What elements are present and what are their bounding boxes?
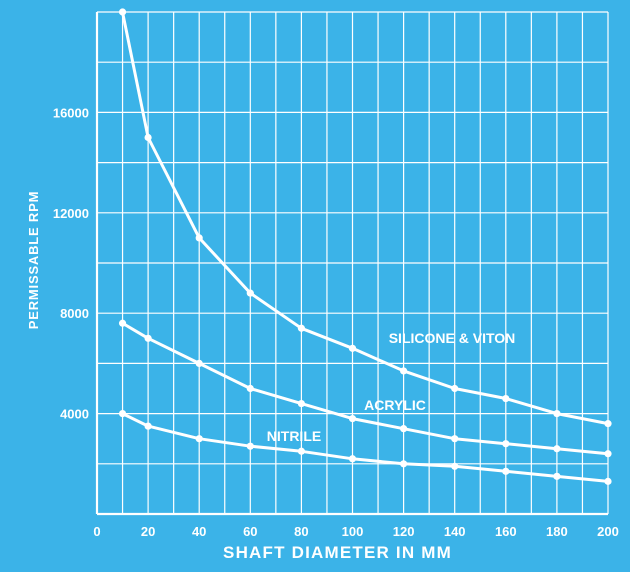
data-point: [400, 460, 408, 468]
data-point: [195, 234, 203, 242]
data-point: [451, 384, 459, 393]
data-point: [246, 442, 254, 450]
x-tick-label: 120: [393, 524, 415, 539]
data-point: [502, 440, 510, 448]
x-tick-label: 100: [342, 524, 364, 539]
data-point: [604, 477, 612, 485]
data-points: [118, 8, 612, 485]
data-point: [451, 435, 459, 443]
data-point: [604, 420, 612, 428]
x-tick-label: 180: [546, 524, 568, 539]
data-point: [502, 467, 510, 475]
grid: [97, 11, 609, 514]
x-tick-label: 80: [294, 524, 308, 539]
y-tick-label: 4000: [60, 407, 89, 422]
series-line: [121, 321, 610, 456]
data-point: [118, 8, 127, 16]
y-axis-title: PERMISSABLE RPM: [26, 191, 41, 329]
data-point: [553, 410, 561, 418]
y-tick-label: 16000: [53, 105, 89, 120]
data-point: [348, 455, 357, 463]
data-point: [297, 447, 305, 455]
data-point: [118, 410, 127, 418]
x-tick-label: 160: [495, 524, 517, 539]
data-point: [144, 334, 152, 342]
data-point: [297, 399, 305, 408]
x-axis-title: SHAFT DIAMETER IN MM: [223, 543, 452, 562]
x-tick-label: 0: [93, 524, 100, 539]
data-point: [195, 359, 203, 367]
data-point: [348, 415, 357, 423]
data-point: [144, 133, 152, 142]
x-tick-label: 140: [444, 524, 466, 539]
axes: 0 20 40 60 80 100 120 140 160 180 200 4000 8000 12000…: [26, 12, 619, 562]
data-point: [400, 367, 408, 375]
data-point: [604, 450, 612, 458]
y-tick-label: 8000: [60, 306, 89, 321]
labels: SILICONE & VITON ACRYLIC NITRILE: [267, 330, 516, 444]
y-tick-label: 12000: [53, 206, 89, 221]
data-point: [118, 319, 127, 327]
series-label: NITRILE: [267, 428, 321, 444]
data-point: [553, 445, 561, 453]
data-point: [144, 422, 152, 430]
x-tick-label: 200: [597, 524, 619, 539]
data-point: [502, 394, 510, 403]
series-label: ACRYLIC: [364, 397, 426, 413]
data-point: [553, 472, 561, 480]
data-point: [400, 425, 408, 433]
x-tick-label: 60: [243, 524, 257, 539]
data-point: [246, 384, 254, 393]
x-tick-label: 20: [141, 524, 155, 539]
data-point: [246, 289, 254, 297]
data-point: [348, 344, 357, 352]
data-point: [451, 462, 459, 470]
series-label: SILICONE & VITON: [389, 330, 516, 346]
x-tick-label: 40: [192, 524, 206, 539]
data-point: [195, 435, 203, 443]
data-point: [297, 324, 305, 332]
